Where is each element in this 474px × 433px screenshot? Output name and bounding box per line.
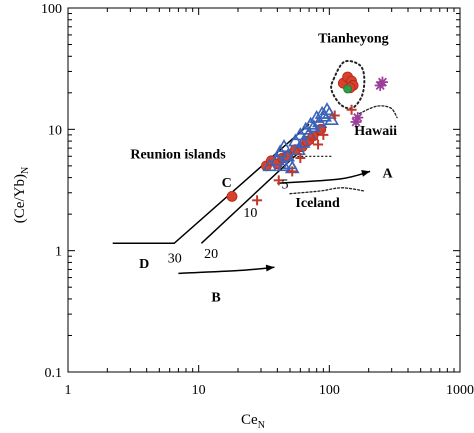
tianheyong-field (330, 59, 366, 110)
blue-triangle-marker (295, 134, 311, 148)
blue-triangle-marker (291, 142, 306, 155)
annotation-label_20: 20 (204, 247, 218, 262)
red-cross-marker (273, 175, 284, 186)
arrow-B (178, 266, 275, 275)
x-axis-title-main: Ce (241, 412, 258, 428)
red-cross-marker (308, 134, 319, 145)
y-tick-label: 0.1 (45, 366, 63, 381)
y-tick-label: 1 (55, 245, 62, 260)
red-cross-marker (287, 166, 298, 177)
blue-triangle-marker (276, 158, 292, 172)
annotation-tianheyong: Tianheyong (318, 31, 389, 46)
y-tick-label: 100 (41, 2, 62, 17)
annotation-label_B: B (211, 291, 220, 306)
y-axis-title: (Ce/Yb)N (12, 167, 31, 223)
hawaii-curve (358, 105, 398, 119)
y-axis-title-main: (Ce/Yb) (12, 174, 28, 223)
red-cross-marker (329, 110, 340, 121)
arrow-A-head (361, 170, 371, 177)
blue-triangle-marker (288, 133, 303, 147)
annotations: Tianheyong Hawaii Reunion islands Iceland A B… (130, 31, 397, 305)
data-markers (226, 71, 388, 206)
annotation-label_D: D (139, 257, 149, 272)
blue-triangle-marker (317, 108, 332, 122)
annotation-label_A: A (382, 167, 393, 182)
star-stroke (353, 113, 363, 123)
x-axis-title: CeN (241, 412, 265, 431)
annotation-label_30: 30 (168, 251, 182, 266)
red-cross-marker (313, 139, 324, 150)
purple-star-marker (376, 76, 388, 88)
blue-triangle-marker (269, 152, 285, 166)
annotation-label_10: 10 (243, 206, 257, 221)
y-tick-label: 10 (48, 123, 62, 138)
plot-frame (67, 7, 461, 373)
plot-area-border (67, 7, 461, 373)
annotation-label_5: 5 (281, 178, 288, 193)
x-axis-title-sub: N (258, 420, 265, 431)
green_circle-marker (343, 84, 353, 94)
purple-star-marker (352, 112, 364, 124)
red-cross-marker (346, 104, 357, 115)
annotation-label_C: C (222, 176, 232, 191)
x-tick-label: 1 (65, 383, 72, 398)
red-cross-marker (252, 195, 263, 206)
red_circle-marker (226, 191, 238, 202)
blue-triangle-marker (276, 139, 292, 152)
x-tick-label: 1000 (446, 383, 474, 398)
iceland-curve (289, 187, 365, 195)
x-tick-label: 100 (319, 383, 340, 398)
y-axis-title-sub: N (20, 167, 31, 174)
axis-ticks (67, 7, 461, 373)
red-cross-marker (318, 129, 329, 140)
red-cross-marker (295, 153, 306, 164)
field-outlines (289, 59, 398, 195)
star-stroke (377, 77, 387, 87)
arrow-B-head (265, 264, 275, 272)
annotation-iceland: Iceland (295, 196, 340, 211)
blue-triangle-marker (303, 116, 319, 130)
x-tick-label: 10 (192, 383, 206, 398)
annotation-hawaii: Hawaii (354, 124, 397, 139)
annotation-reunion: Reunion islands (130, 147, 226, 162)
